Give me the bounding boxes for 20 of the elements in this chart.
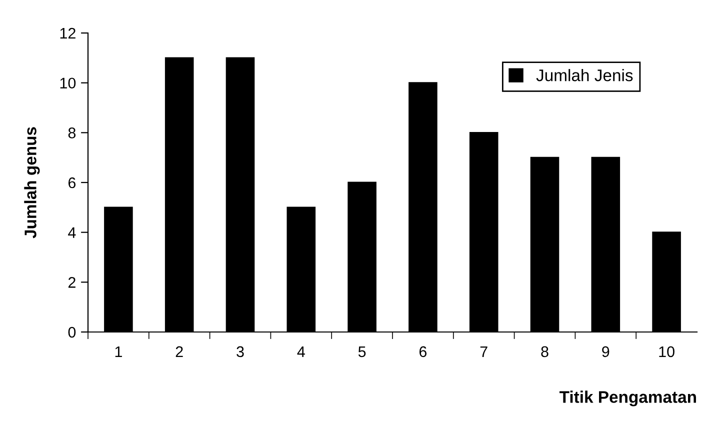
x-tick-label: 10 — [659, 346, 674, 358]
y-tick-label: 12 — [60, 28, 76, 39]
y-tick-label: 2 — [68, 277, 76, 288]
y-tick-label: 8 — [68, 128, 76, 138]
y-tick-label: 0 — [68, 326, 76, 338]
y-tick-label: 4 — [68, 227, 76, 238]
x-tick-label: 9 — [602, 346, 610, 358]
x-axis-title: Titik Pengamatan — [559, 390, 696, 406]
x-tick-label: 8 — [541, 346, 548, 358]
x-tick-label: 6 — [419, 346, 427, 358]
x-tick-label: 5 — [358, 346, 366, 358]
x-tick-label: 2 — [176, 346, 183, 357]
y-axis-title: Jumlah genus — [24, 127, 40, 238]
legend-label: Jumlah Jenis — [536, 69, 633, 82]
x-tick-label: 7 — [480, 346, 488, 357]
y-tick-label: 6 — [68, 177, 76, 188]
x-tick-label: 4 — [297, 346, 305, 357]
y-tick-label: 10 — [60, 78, 76, 89]
x-tick-label: 1 — [115, 346, 122, 357]
x-tick-label: 3 — [236, 346, 244, 358]
